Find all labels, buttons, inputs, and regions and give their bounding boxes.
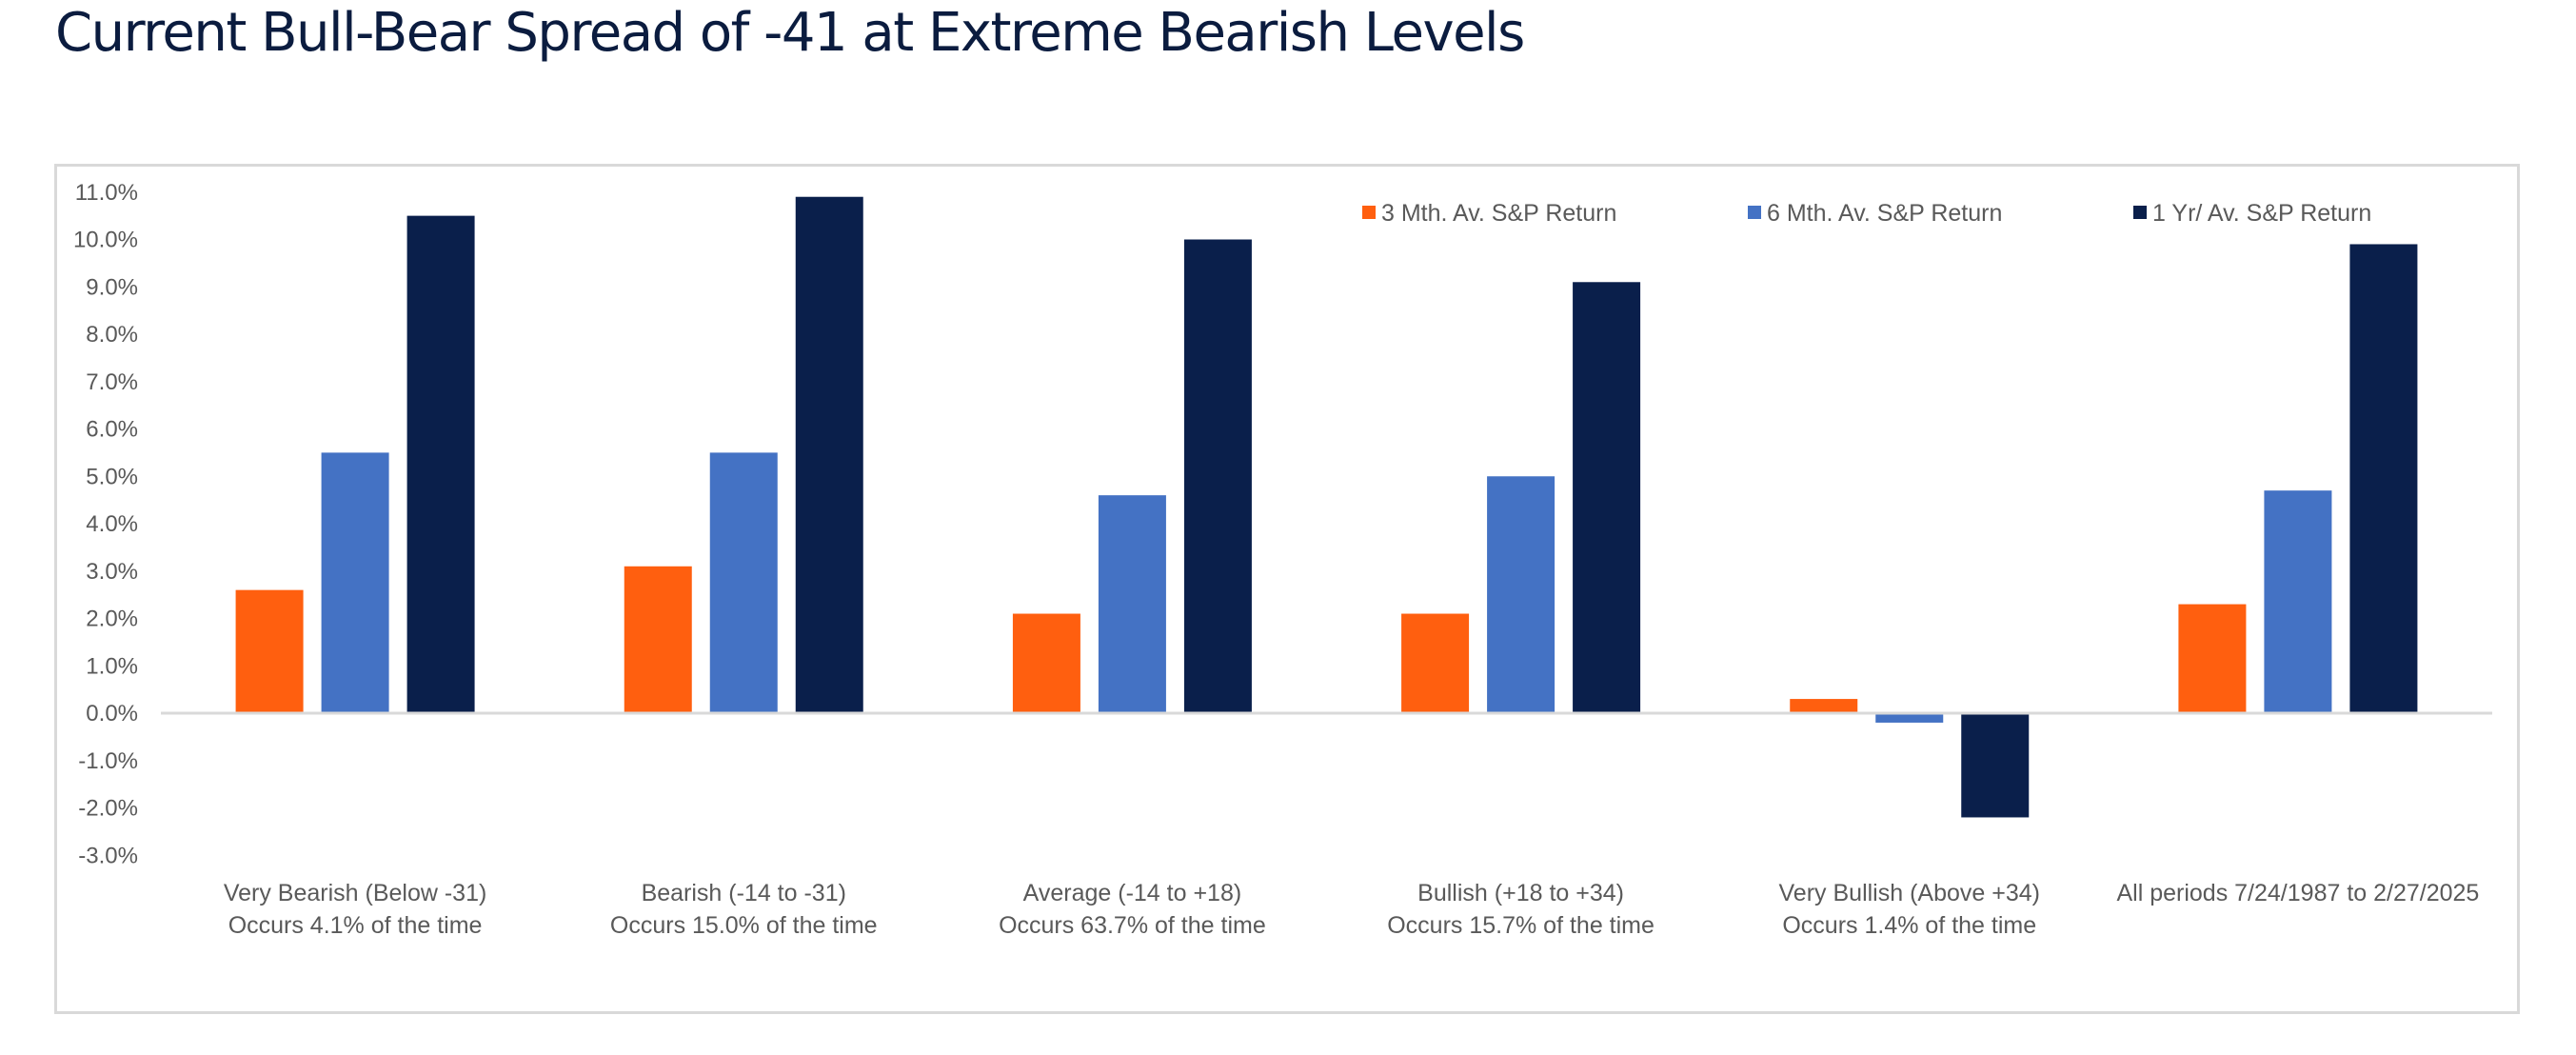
bar-3mth-3 xyxy=(1401,613,1470,713)
category-label: All periods 7/24/1987 to 2/27/2025 xyxy=(2116,880,2479,906)
legend-swatch xyxy=(2133,206,2147,219)
y-tick-label: 2.0% xyxy=(86,607,138,632)
category-label: Occurs 63.7% of the time xyxy=(999,912,1266,939)
bar-6mth-4 xyxy=(1875,713,1944,723)
y-tick-label: 6.0% xyxy=(86,417,138,443)
page-title: Current Bull-Bear Spread of -41 at Extre… xyxy=(55,2,1525,64)
y-tick-label: 9.0% xyxy=(86,274,138,300)
bar-6mth-3 xyxy=(1487,476,1556,713)
bar-3mth-5 xyxy=(2178,604,2247,713)
bar-6mth-1 xyxy=(709,452,778,713)
legend-label: 6 Mth. Av. S&P Return xyxy=(1767,200,2002,227)
y-tick-label: 5.0% xyxy=(86,464,138,489)
y-tick-label: -1.0% xyxy=(78,748,138,774)
y-tick-label: 0.0% xyxy=(86,701,138,727)
category-label: Very Bearish (Below -31) xyxy=(224,880,487,906)
y-tick-label: -2.0% xyxy=(78,796,138,822)
y-tick-label: -3.0% xyxy=(78,843,138,868)
bar-1yr-0 xyxy=(406,215,475,713)
category-label: Average (-14 to +18) xyxy=(1023,880,1242,906)
y-tick-label: 7.0% xyxy=(86,369,138,395)
bar-1yr-5 xyxy=(2349,244,2418,713)
bar-1yr-3 xyxy=(1573,282,1641,713)
y-tick-label: 11.0% xyxy=(75,180,138,206)
bar-3mth-0 xyxy=(235,589,304,713)
bar-6mth-5 xyxy=(2264,490,2332,713)
bar-6mth-2 xyxy=(1098,495,1166,713)
y-tick-label: 3.0% xyxy=(86,559,138,585)
bar-3mth-1 xyxy=(624,566,692,713)
bar-3mth-4 xyxy=(1790,699,1858,713)
bar-1yr-4 xyxy=(1961,713,2030,818)
legend-label: 3 Mth. Av. S&P Return xyxy=(1381,200,1616,227)
legend-swatch xyxy=(1748,206,1761,219)
y-tick-label: 10.0% xyxy=(73,228,138,253)
legend-swatch xyxy=(1362,206,1376,219)
category-label: Occurs 4.1% of the time xyxy=(228,912,483,939)
y-tick-label: 1.0% xyxy=(86,653,138,679)
category-label: Bullish (+18 to +34) xyxy=(1417,880,1624,906)
y-axis: 11.0% 10.0% 9.0% 8.0% 7.0% 6.0% 5.0% 4.0% 3.0% 2.… xyxy=(73,180,138,869)
category-label: Occurs 1.4% of the time xyxy=(1782,912,2036,939)
legend-label: 1 Yr/ Av. S&P Return xyxy=(2152,200,2371,227)
bar-3mth-2 xyxy=(1012,613,1080,713)
x-axis-labels: Very Bearish (Below -31) Occurs 4.1% of t… xyxy=(224,880,2480,939)
y-tick-label: 4.0% xyxy=(86,511,138,537)
category-label: Occurs 15.0% of the time xyxy=(610,912,878,939)
bar-1yr-1 xyxy=(795,196,863,714)
category-label: Very Bullish (Above +34) xyxy=(1779,880,2040,906)
category-label: Bearish (-14 to -31) xyxy=(642,880,846,906)
bar-6mth-0 xyxy=(321,452,389,713)
y-tick-label: 8.0% xyxy=(86,322,138,348)
bars xyxy=(235,196,2418,818)
category-label: Occurs 15.7% of the time xyxy=(1387,912,1655,939)
legend: 3 Mth. Av. S&P Return 6 Mth. Av. S&P Retu… xyxy=(1362,200,2371,227)
bar-1yr-2 xyxy=(1183,239,1252,713)
